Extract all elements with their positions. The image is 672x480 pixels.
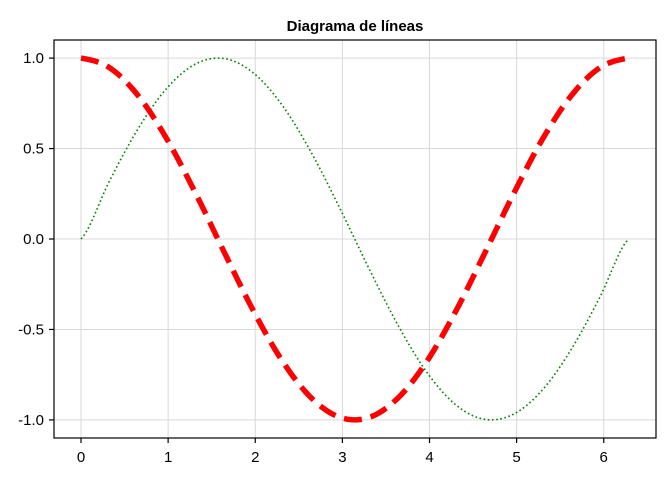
x-tick-label: 2 [251, 449, 259, 466]
x-tick-label: 5 [512, 449, 520, 466]
dotted-series-line [80, 57, 630, 421]
x-tick-label: 3 [338, 449, 346, 466]
x-tick-label: 1 [164, 449, 172, 466]
y-tick-label: -0.5 [18, 321, 44, 338]
x-tick-label: 0 [77, 449, 85, 466]
series-layer [80, 55, 630, 423]
y-tick-label: -1.0 [18, 412, 44, 429]
x-tick-label: 6 [600, 449, 608, 466]
axis-ticks [49, 57, 605, 443]
y-tick-label: 1.0 [23, 50, 44, 67]
x-tick-label: 4 [425, 449, 433, 466]
tick-labels: 0 1 2 3 4 5 6 1.0 0.5 0.0 -0.5 -1.0 [18, 50, 608, 466]
y-tick-label: 0.0 [23, 231, 44, 248]
grid [54, 40, 656, 438]
y-tick-label: 0.5 [23, 141, 44, 158]
chart-title: Diagrama de líneas [287, 18, 424, 35]
dashed-series-line [80, 55, 629, 423]
